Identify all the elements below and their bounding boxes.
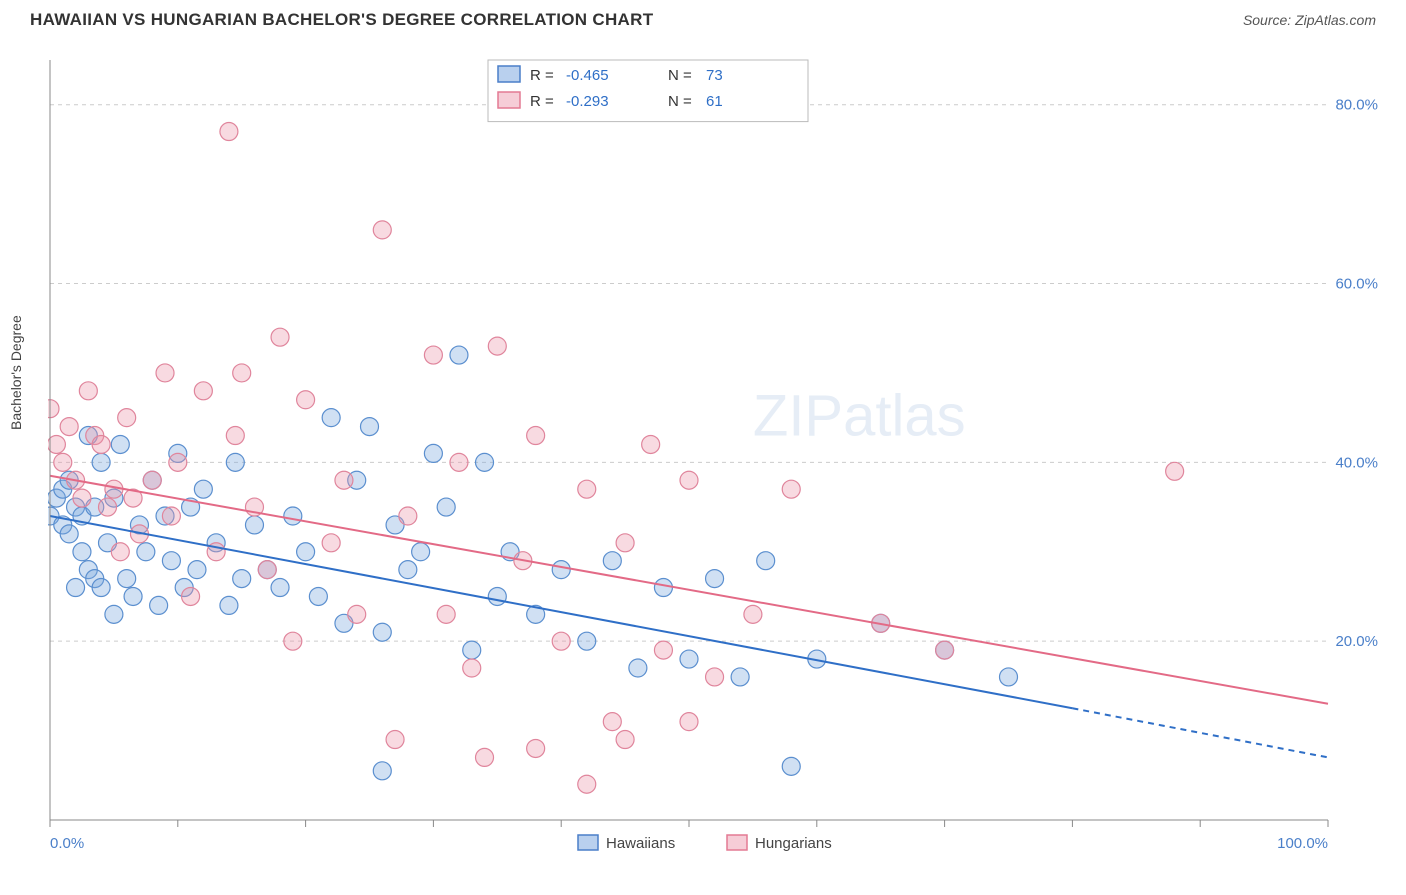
- svg-text:60.0%: 60.0%: [1335, 276, 1378, 293]
- svg-text:-0.465: -0.465: [566, 67, 609, 84]
- chart-header: HAWAIIAN VS HUNGARIAN BACHELOR'S DEGREE …: [0, 0, 1406, 35]
- svg-text:80.0%: 80.0%: [1335, 97, 1378, 114]
- svg-text:20.0%: 20.0%: [1335, 633, 1378, 650]
- svg-text:61: 61: [706, 93, 723, 110]
- y-axis-label: Bachelor's Degree: [8, 315, 24, 430]
- chart-source: Source: ZipAtlas.com: [1243, 12, 1376, 28]
- svg-text:R =: R =: [530, 93, 554, 110]
- svg-text:ZIPatlas: ZIPatlas: [753, 384, 966, 449]
- svg-text:N =: N =: [668, 67, 692, 84]
- svg-text:0.0%: 0.0%: [50, 835, 84, 852]
- chart-area: 20.0% 40.0% 60.0% 80.0% ZIPatlas 0.0% 100.0% R …: [48, 50, 1378, 890]
- svg-text:100.0%: 100.0%: [1277, 835, 1328, 852]
- svg-text:N =: N =: [668, 93, 692, 110]
- svg-text:Hungarians: Hungarians: [755, 835, 832, 852]
- svg-text:R =: R =: [530, 67, 554, 84]
- scatter-chart: 20.0% 40.0% 60.0% 80.0% ZIPatlas 0.0% 100.0% R …: [48, 50, 1378, 890]
- chart-title: HAWAIIAN VS HUNGARIAN BACHELOR'S DEGREE …: [30, 10, 653, 30]
- svg-text:40.0%: 40.0%: [1335, 454, 1378, 471]
- svg-text:Hawaiians: Hawaiians: [606, 835, 675, 852]
- svg-text:-0.293: -0.293: [566, 93, 609, 110]
- svg-text:73: 73: [706, 67, 723, 84]
